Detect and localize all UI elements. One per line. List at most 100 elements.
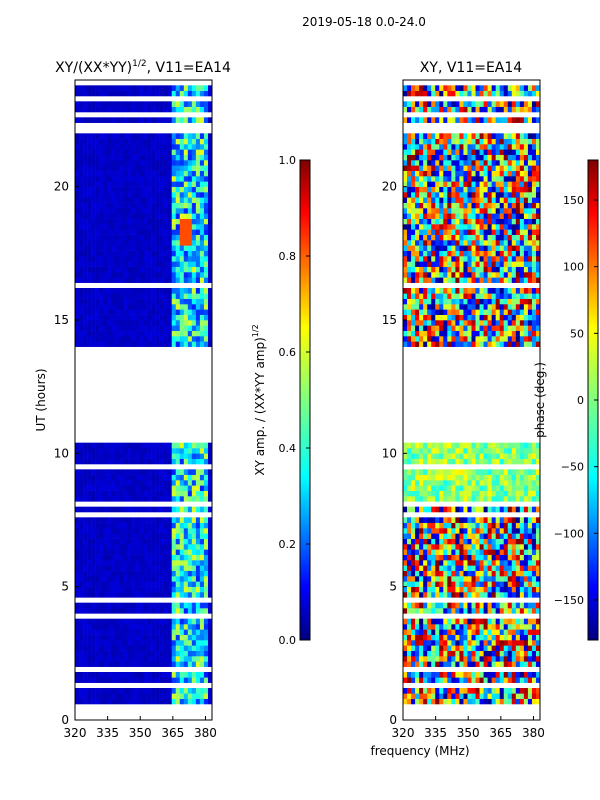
heatmap-cell xyxy=(159,586,164,593)
heatmap-cell xyxy=(183,90,189,97)
heatmap-cell xyxy=(439,272,444,278)
heatmap-cell xyxy=(179,528,185,534)
heatmap-cell xyxy=(511,266,517,273)
heatmap-cell xyxy=(423,469,428,475)
heatmap-cell xyxy=(139,453,144,459)
heatmap-cell xyxy=(95,229,100,235)
heatmap-cell xyxy=(179,560,185,566)
heatmap-cell xyxy=(159,650,164,657)
heatmap-cell xyxy=(443,442,448,449)
heatmap-cell xyxy=(491,474,496,481)
heatmap-cell xyxy=(203,208,209,214)
heatmap-cell xyxy=(99,176,104,182)
heatmap-cell xyxy=(143,218,148,225)
heatmap-cell xyxy=(443,453,448,459)
heatmap-cell xyxy=(195,208,201,214)
heatmap-cell xyxy=(83,522,88,529)
heatmap-cell xyxy=(427,474,432,481)
heatmap-cell xyxy=(503,330,509,337)
heatmap-cell xyxy=(451,266,456,273)
heatmap-cell xyxy=(151,272,156,278)
heatmap-cell xyxy=(135,261,140,267)
heatmap-cell xyxy=(191,522,197,529)
heatmap-cell xyxy=(451,586,456,593)
heatmap-cell xyxy=(103,442,108,449)
heatmap-cell xyxy=(191,309,197,315)
heatmap-cell xyxy=(511,560,517,566)
heatmap-cell xyxy=(147,341,152,347)
heatmap-cell xyxy=(479,533,484,539)
heatmap-cell xyxy=(479,698,484,705)
heatmap-cell xyxy=(179,298,185,305)
heatmap-cell xyxy=(407,517,412,523)
heatmap-cell xyxy=(151,586,156,593)
heatmap-cell xyxy=(99,634,104,641)
heatmap-cell xyxy=(407,293,412,299)
heatmap-cell xyxy=(475,688,480,694)
heatmap-cell xyxy=(179,149,185,155)
heatmap-cell xyxy=(519,261,525,267)
heatmap-cell xyxy=(159,240,164,246)
heatmap-cell xyxy=(139,309,144,315)
heatmap-cell xyxy=(167,277,173,283)
heatmap-cell xyxy=(167,224,173,230)
heatmap-cell xyxy=(435,336,440,342)
heatmap-cell xyxy=(403,554,408,561)
heatmap-cell xyxy=(83,266,88,273)
heatmap-cell xyxy=(147,272,152,278)
heatmap-cell xyxy=(207,448,213,454)
heatmap-cell xyxy=(455,517,460,523)
heatmap-cell xyxy=(163,218,168,225)
heatmap-cell xyxy=(435,624,440,630)
heatmap-cell xyxy=(439,288,444,294)
heatmap-cell xyxy=(199,320,205,326)
heatmap-cell xyxy=(195,640,201,646)
heatmap-cell xyxy=(107,624,112,630)
heatmap-cell xyxy=(87,341,92,347)
heatmap-cell xyxy=(119,533,124,539)
heatmap-cell xyxy=(87,496,92,502)
heatmap-cell xyxy=(443,320,448,326)
heatmap-cell xyxy=(99,565,104,571)
heatmap-cell xyxy=(127,453,132,459)
heatmap-cell xyxy=(463,544,468,550)
heatmap-cell xyxy=(187,581,193,587)
heatmap-cell xyxy=(139,218,144,225)
heatmap-cell xyxy=(131,570,136,577)
heatmap-cell xyxy=(107,586,112,593)
heatmap-cell xyxy=(503,560,509,566)
heatmap-cell xyxy=(139,592,144,598)
heatmap-cell xyxy=(151,469,156,475)
heatmap-cell xyxy=(483,634,488,641)
heatmap-cell xyxy=(75,234,80,241)
heatmap-cell xyxy=(195,106,201,113)
heatmap-cell xyxy=(471,560,476,566)
heatmap-cell xyxy=(147,576,152,582)
heatmap-cell xyxy=(503,336,509,342)
heatmap-cell xyxy=(143,528,148,534)
heatmap-cell xyxy=(499,522,505,529)
heatmap-cell xyxy=(151,176,156,182)
heatmap-cell xyxy=(531,469,537,475)
heatmap-cell xyxy=(91,442,96,449)
heatmap-cell xyxy=(79,256,84,262)
heatmap-cell xyxy=(107,192,112,198)
heatmap-cell xyxy=(175,309,181,315)
heatmap-cell xyxy=(199,693,205,699)
heatmap-cell xyxy=(463,293,468,299)
heatmap-cell xyxy=(135,442,140,449)
heatmap-cell xyxy=(471,341,476,347)
heatmap-cell xyxy=(443,266,448,273)
heatmap-cell xyxy=(415,698,420,705)
heatmap-cell xyxy=(159,661,164,667)
heatmap-cell xyxy=(427,485,432,491)
heatmap-cell xyxy=(147,565,152,571)
heatmap-cell xyxy=(415,629,420,635)
heatmap-cell xyxy=(431,656,436,662)
heatmap-cell xyxy=(483,448,488,454)
heatmap-cell xyxy=(87,272,92,278)
heatmap-cell xyxy=(463,656,468,662)
heatmap-cell xyxy=(483,672,488,678)
heatmap-cell xyxy=(107,453,112,459)
heatmap-cell xyxy=(199,218,205,225)
